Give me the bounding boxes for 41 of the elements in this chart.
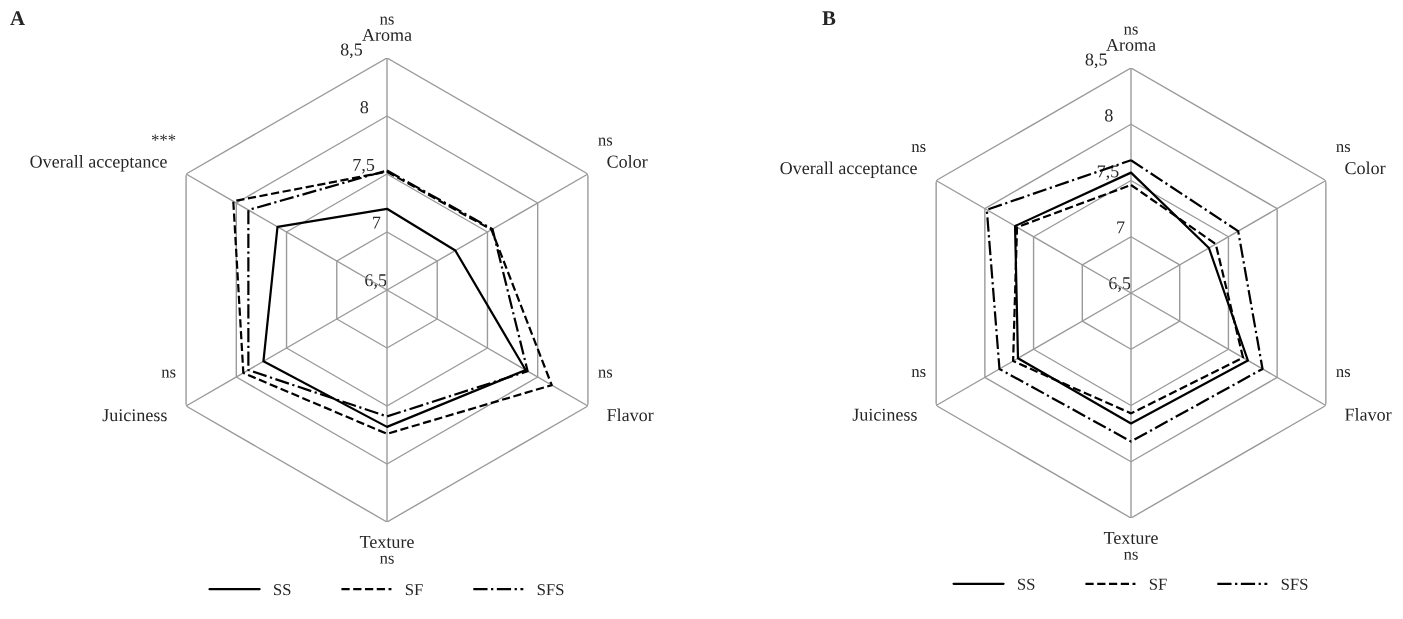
y-tick-label: 7,5 bbox=[353, 158, 375, 174]
text: ns bbox=[911, 144, 926, 153]
legend-label: SF bbox=[1149, 578, 1167, 590]
spoke-label: Overall acceptance bbox=[30, 155, 167, 172]
text: ns bbox=[1123, 26, 1138, 35]
chart-title: B bbox=[822, 11, 836, 26]
text: ns bbox=[1336, 144, 1351, 153]
spoke-label: Texture bbox=[1103, 532, 1158, 545]
text: ns bbox=[598, 369, 613, 378]
text: ns bbox=[598, 137, 613, 146]
y-tick-label: 8,5 bbox=[340, 43, 363, 59]
text: ns bbox=[379, 16, 394, 25]
y-tick-label: 7 bbox=[1117, 221, 1125, 234]
text: ns bbox=[379, 555, 394, 564]
text: ns bbox=[1123, 551, 1138, 560]
spoke-label: Aroma bbox=[1106, 38, 1156, 51]
legend-label: SFS bbox=[537, 584, 564, 596]
spoke-label: Flavor bbox=[607, 408, 654, 422]
spoke-label: Aroma bbox=[362, 28, 412, 41]
spoke-label: Color bbox=[607, 155, 648, 168]
y-tick-label: 8,5 bbox=[1085, 53, 1107, 69]
y-tick-label: 8 bbox=[1105, 109, 1113, 122]
text: ns bbox=[161, 369, 176, 378]
spoke-label: Flavor bbox=[1345, 408, 1392, 421]
y-tick-label: 8 bbox=[360, 101, 369, 114]
chart-title: A bbox=[10, 11, 25, 26]
spoke-label: Overall acceptance bbox=[780, 161, 917, 178]
legend-label: SS bbox=[1018, 578, 1035, 590]
spoke-label: Juiciness bbox=[852, 408, 917, 421]
legend-label: SF bbox=[405, 584, 423, 596]
legend-label: SS bbox=[274, 584, 291, 596]
y-tick-label: 7 bbox=[373, 216, 381, 229]
y-tick-label: 6,5 bbox=[365, 274, 387, 289]
y-tick-label: 6,5 bbox=[1109, 277, 1131, 292]
text: ns bbox=[1336, 369, 1351, 378]
spoke-label: Juiciness bbox=[102, 409, 167, 422]
spoke-label: Texture bbox=[359, 536, 414, 549]
spoke-label: Color bbox=[1345, 161, 1386, 175]
legend-label: SFS bbox=[1281, 578, 1308, 590]
text: *** bbox=[151, 134, 176, 141]
text: ns bbox=[911, 369, 926, 378]
